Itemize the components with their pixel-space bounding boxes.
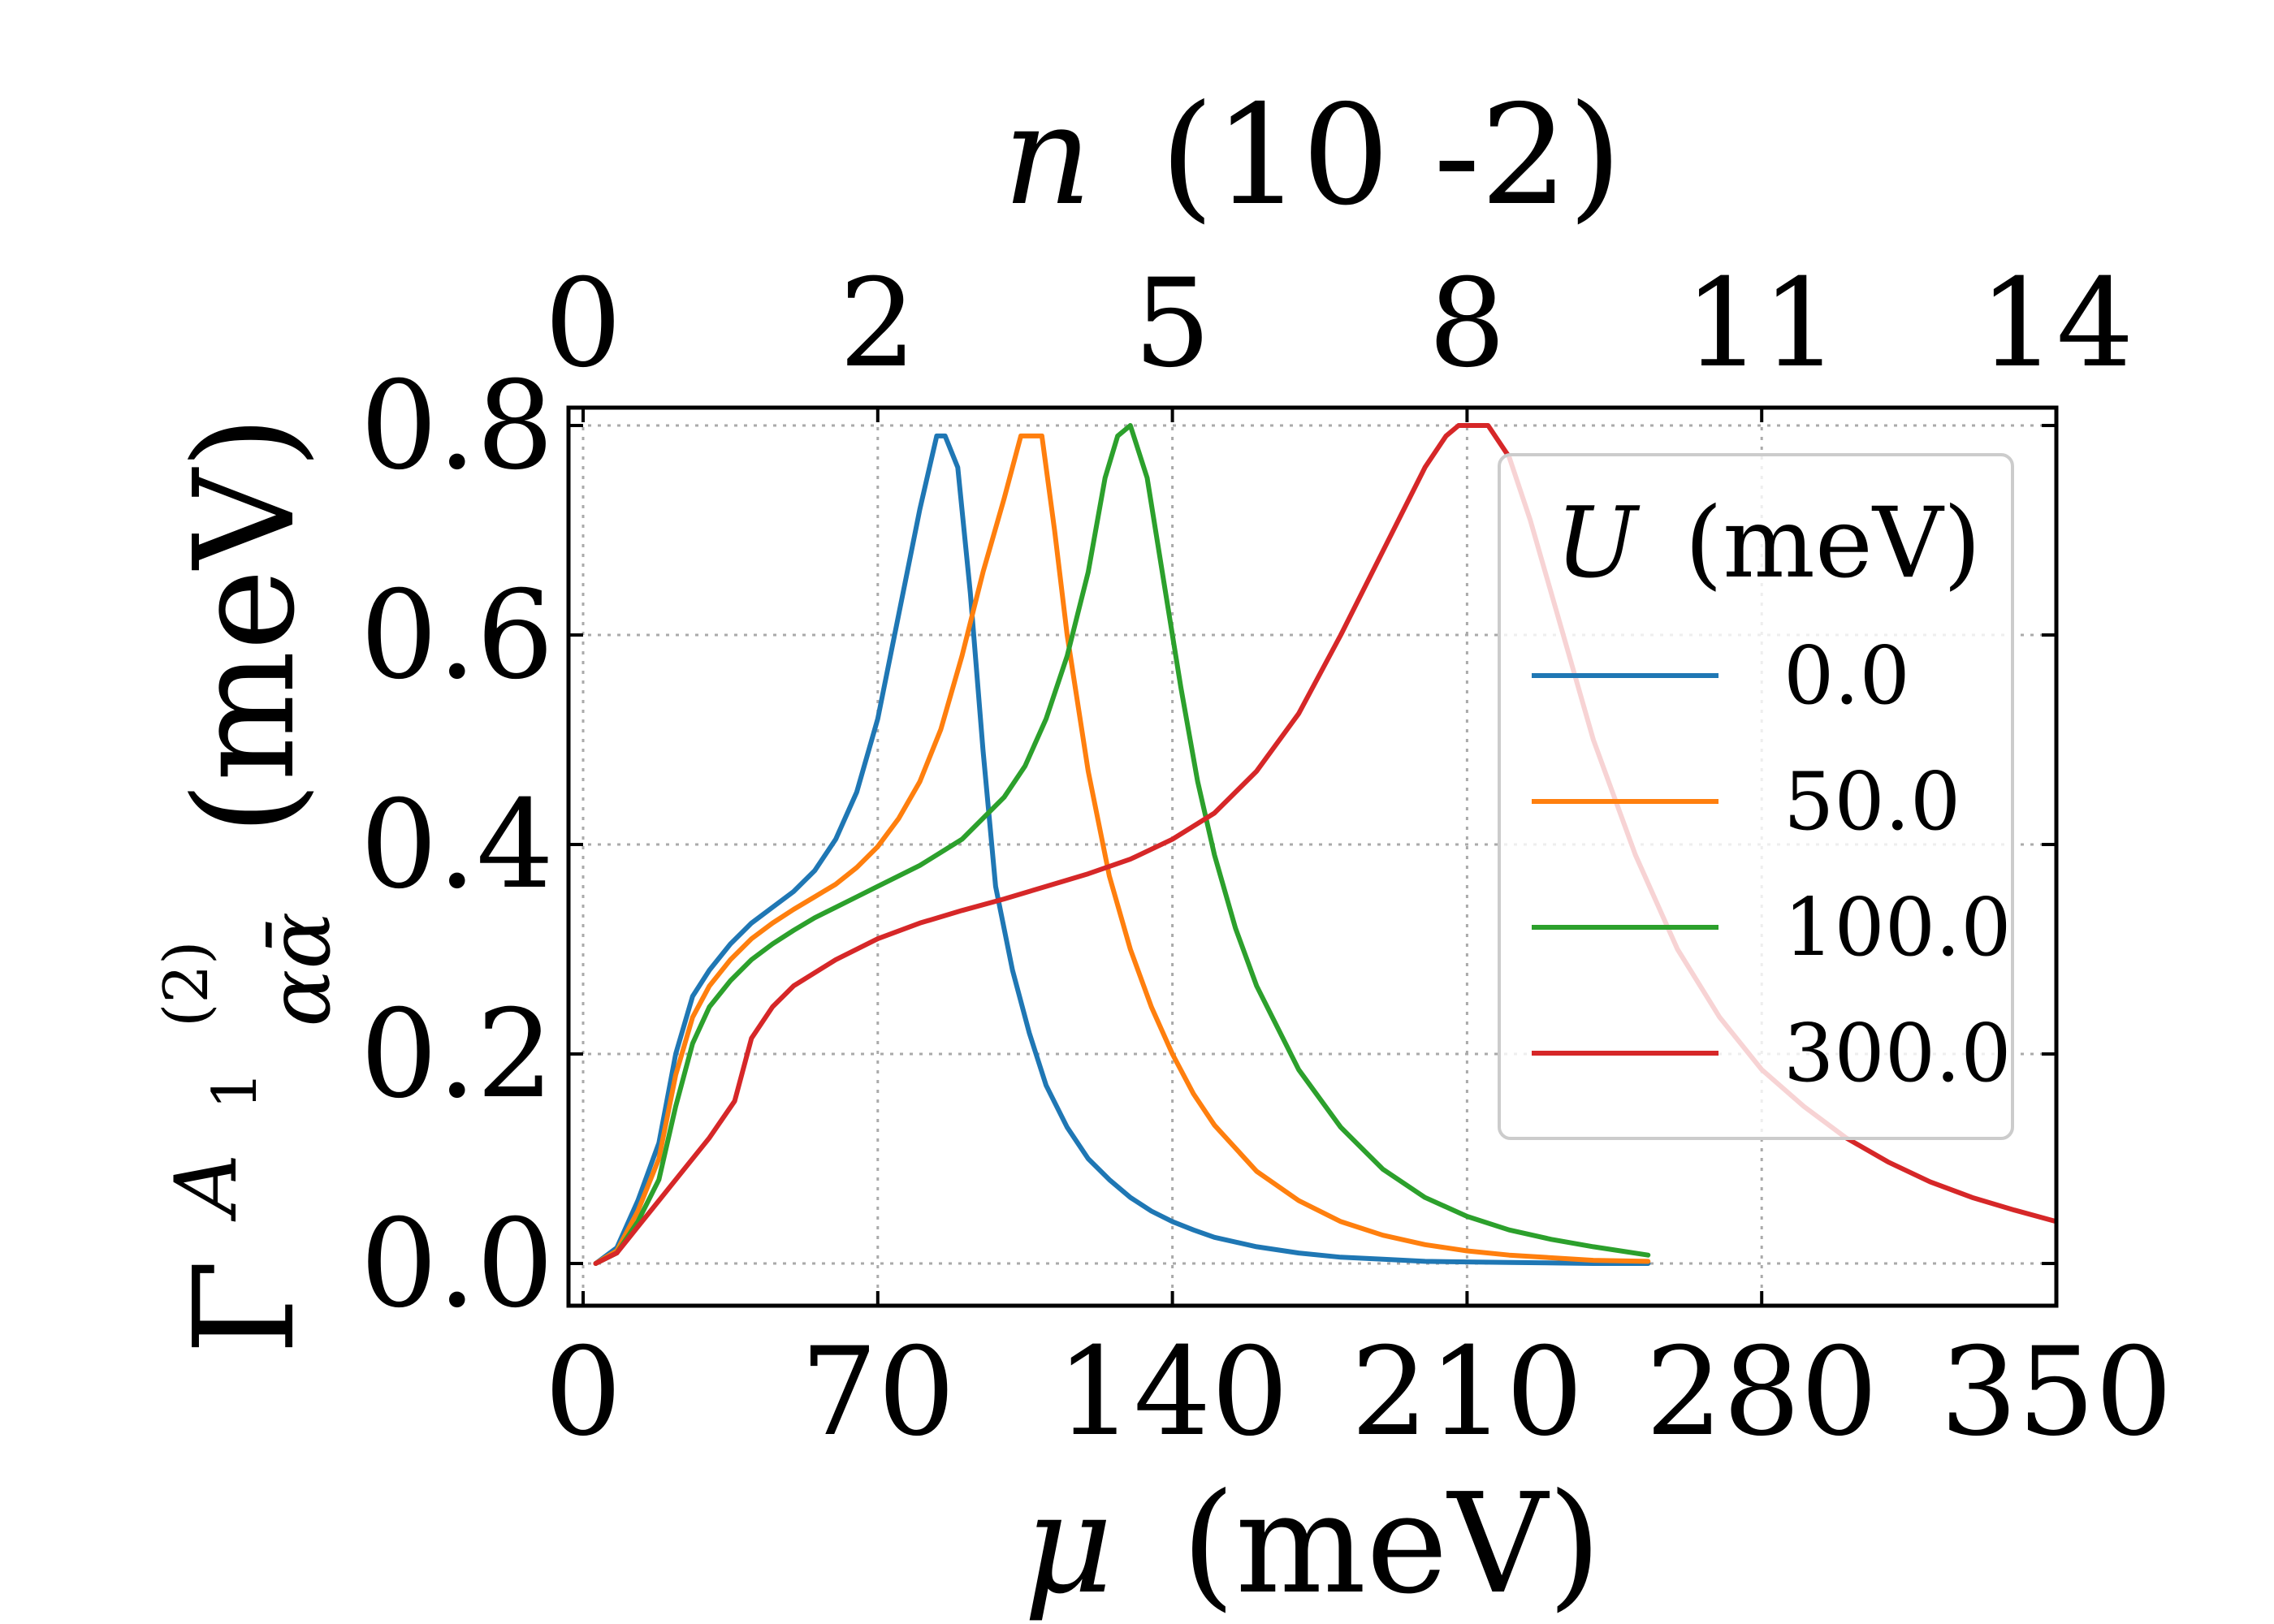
x-tick-label: 210 bbox=[1351, 1322, 1583, 1463]
y-tick-label: 0.4 bbox=[360, 775, 554, 916]
x2-tick-label: 0 bbox=[544, 253, 621, 395]
legend-title-symbol: U bbox=[1555, 487, 1641, 600]
axes-frame bbox=[566, 405, 2059, 1308]
y-tick-label: 0.8 bbox=[360, 356, 554, 497]
x2-tick-label: 8 bbox=[1429, 253, 1506, 395]
legend-label-0.0: 0.0 bbox=[1783, 630, 1910, 723]
x-tick-label: 0 bbox=[544, 1322, 621, 1463]
x-tick-label: 140 bbox=[1056, 1322, 1288, 1463]
series-line-0.0 bbox=[593, 433, 1651, 1266]
ticks bbox=[568, 408, 2058, 1306]
legend-box bbox=[1498, 453, 2014, 1140]
x-axis-unit: (meV) bbox=[1182, 1464, 1602, 1624]
x-axis-label: μ (meV) bbox=[1023, 1464, 1602, 1624]
y-tick-label: 0.6 bbox=[360, 565, 554, 706]
y-axis-sub: αᾱ bbox=[250, 912, 349, 1027]
y-axis-base: Γ bbox=[165, 1259, 326, 1355]
legend-title-unit: (meV) bbox=[1684, 487, 1981, 600]
series-line-100.0 bbox=[593, 423, 1651, 1266]
legend-label-50.0: 50.0 bbox=[1783, 756, 1961, 849]
y-axis-label: Γ A 1 (2) αᾱ (meV) bbox=[80, 415, 362, 1354]
x-tick-label: 350 bbox=[1940, 1322, 2172, 1463]
x2-axis-unit: (10 -2) bbox=[1160, 76, 1622, 236]
legend: U (meV) 0.0 50.0 100.0 300.0 bbox=[1498, 453, 2014, 1140]
x-tick-label: 70 bbox=[800, 1322, 955, 1463]
x-tick-label: 280 bbox=[1645, 1322, 1878, 1463]
x2-tick-label: 5 bbox=[1134, 253, 1211, 395]
tick-labels: 0 70 140 210 280 350 0 2 5 8 11 14 0.0 0.2 0.4 0.6 0.8 bbox=[360, 253, 2172, 1463]
y-axis-sup-sub: 1 bbox=[199, 1071, 270, 1110]
x2-tick-label: 14 bbox=[1979, 253, 2134, 395]
legend-entries: 0.0 50.0 100.0 300.0 bbox=[1532, 630, 2012, 1100]
series-line-50.0 bbox=[593, 433, 1651, 1266]
legend-label-100.0: 100.0 bbox=[1783, 882, 2012, 974]
y-tick-label: 0.0 bbox=[360, 1194, 554, 1335]
legend-label-300.0: 300.0 bbox=[1783, 1008, 2012, 1100]
y-axis-sup-order: (2) bbox=[150, 941, 222, 1027]
y-tick-label: 0.2 bbox=[360, 984, 554, 1125]
y-axis-unit: (meV) bbox=[165, 415, 326, 835]
x2-tick-label: 2 bbox=[839, 253, 916, 395]
x2-axis-symbol: n bbox=[1003, 76, 1092, 236]
legend-title: U (meV) bbox=[1555, 487, 1981, 600]
x2-tick-label: 11 bbox=[1684, 253, 1840, 395]
y-axis-sup: A bbox=[157, 1154, 256, 1222]
x2-axis-label: n (10 -2) bbox=[1003, 76, 1622, 236]
x-axis-symbol: μ bbox=[1023, 1464, 1113, 1624]
